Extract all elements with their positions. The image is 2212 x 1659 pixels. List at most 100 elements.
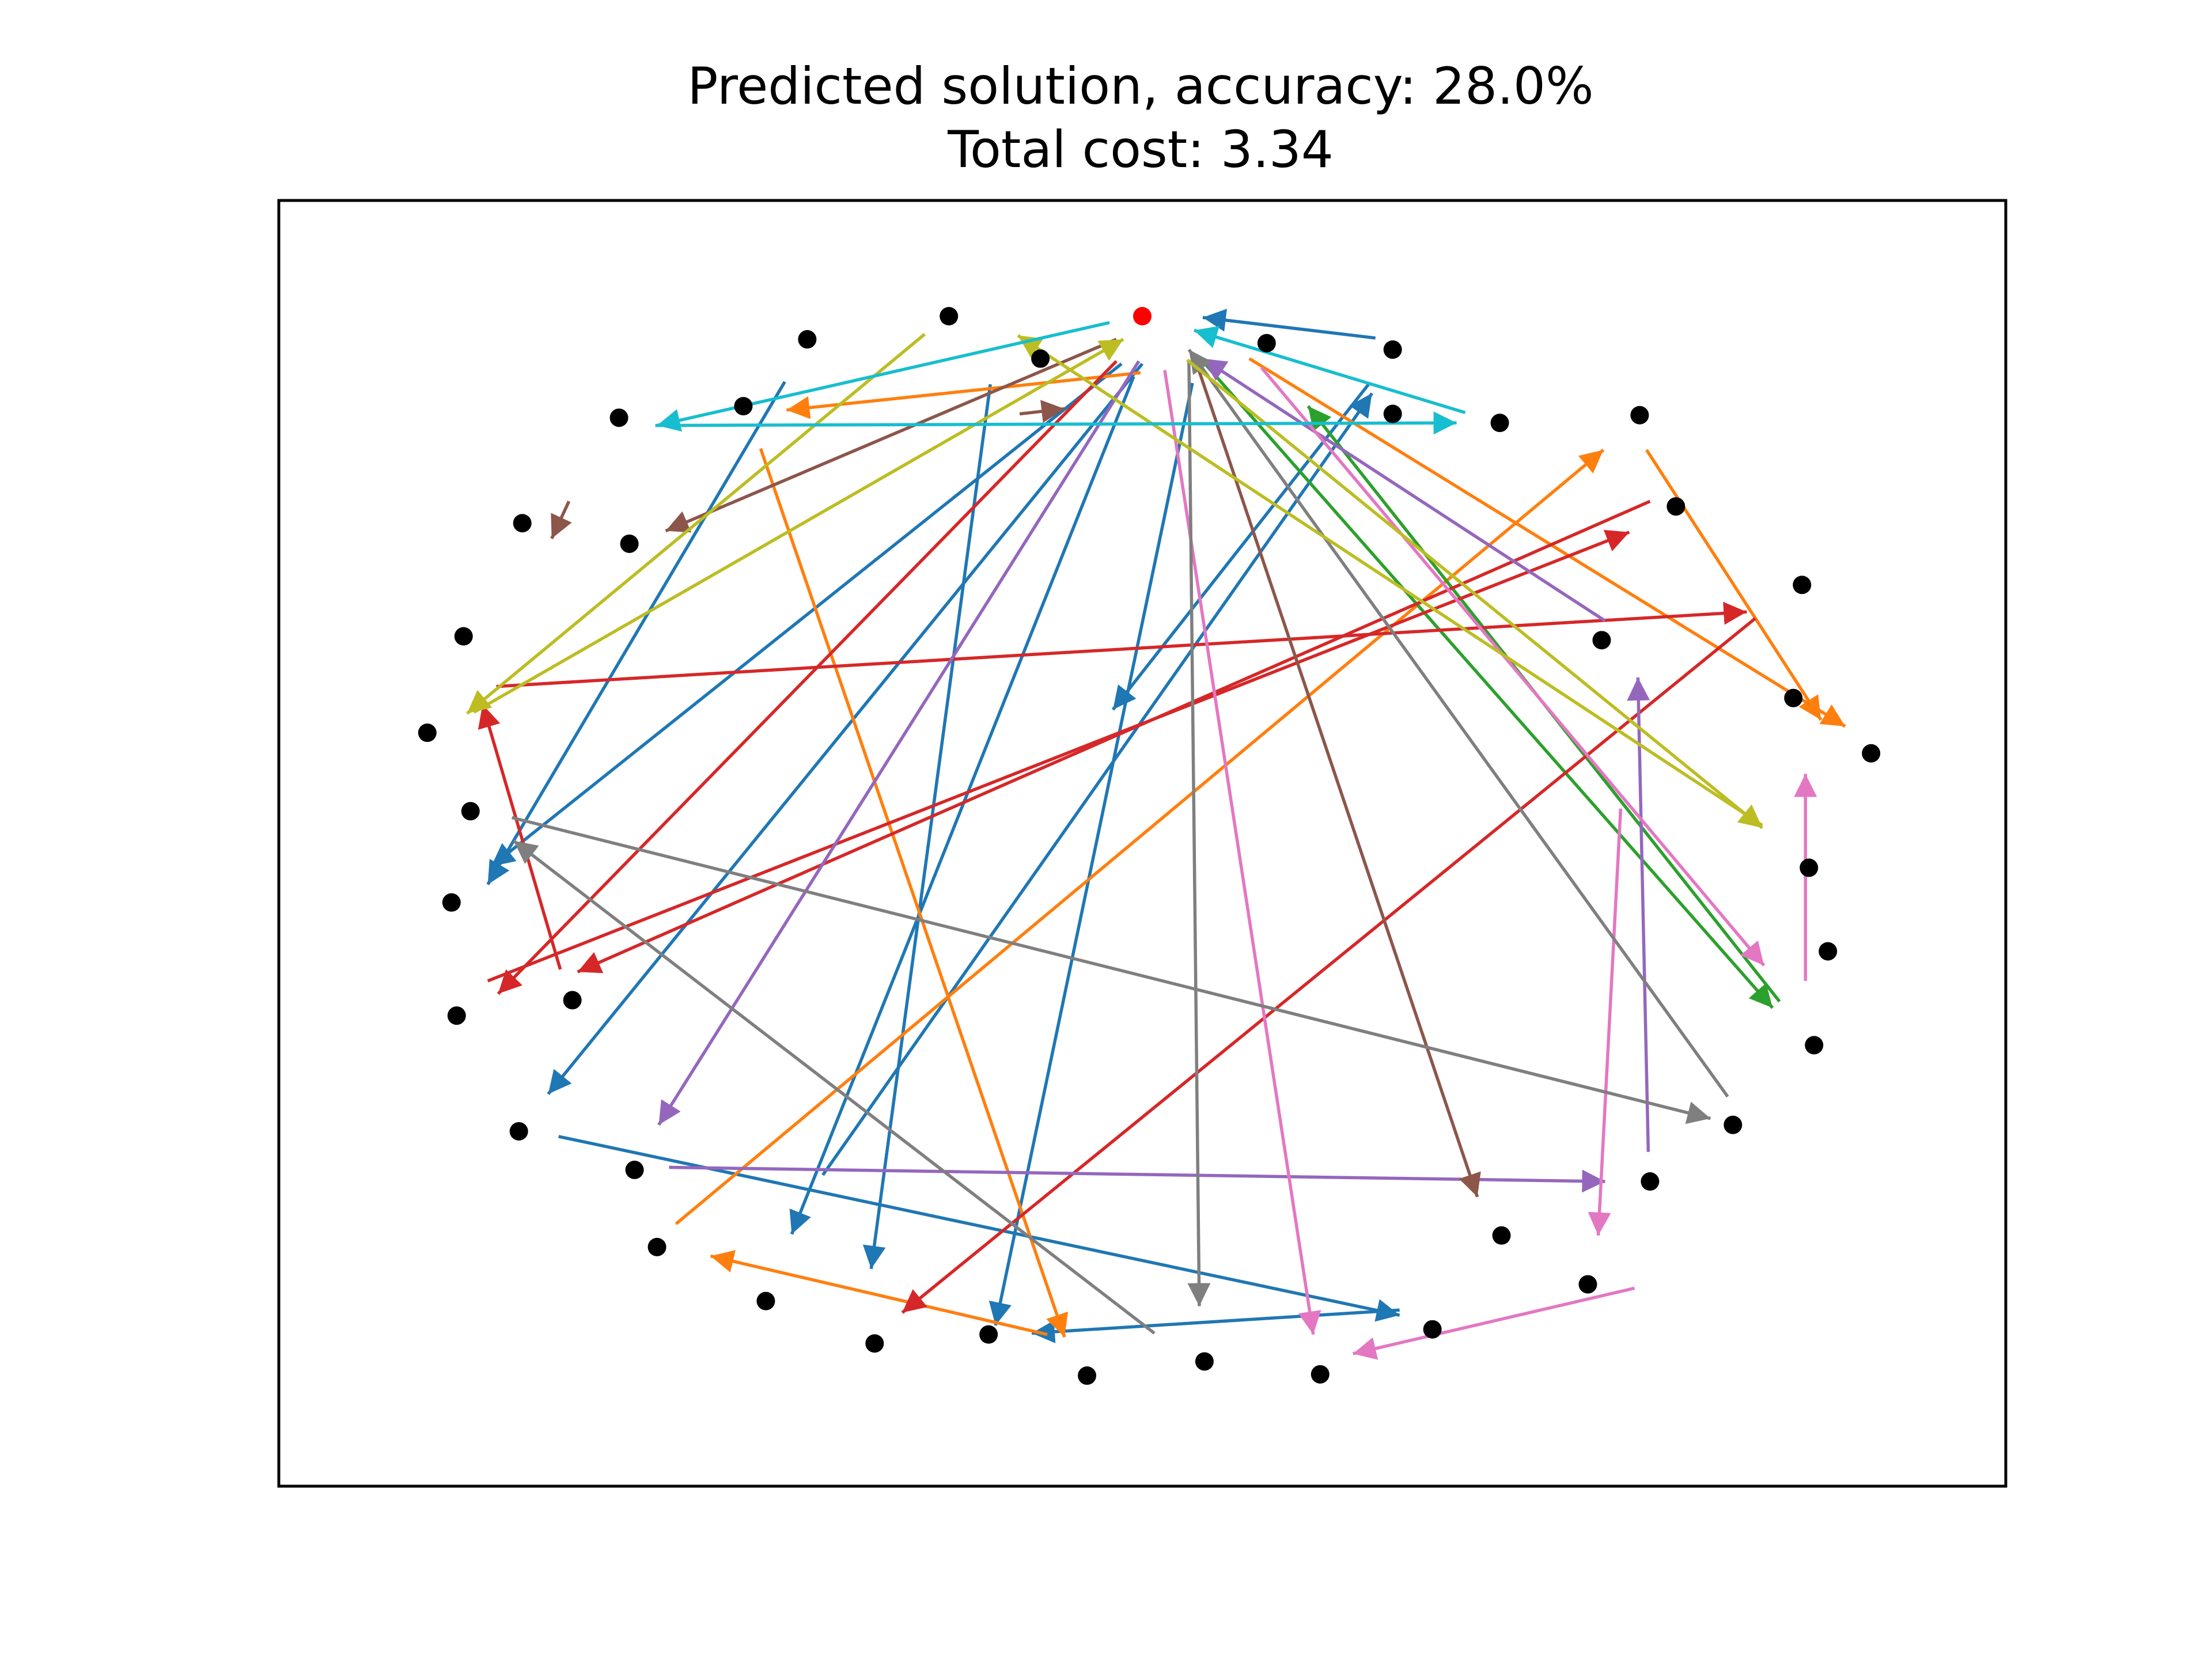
route-6 xyxy=(550,338,1481,1198)
node-point-2 xyxy=(798,330,817,349)
route-10-arrow-1 xyxy=(656,321,1110,432)
route-9-arrow-2 xyxy=(1017,334,1763,827)
route-10-arrow-2 xyxy=(655,411,1457,435)
route-2-arrow-5 xyxy=(1645,449,1823,721)
route-1-arrow-7 xyxy=(988,382,1194,1326)
route-2-arrow-2 xyxy=(759,448,1069,1338)
node-point-28 xyxy=(1819,942,1838,961)
node-point-31 xyxy=(1784,688,1803,707)
route-5-arrow-1 xyxy=(657,360,1141,1126)
node-point-20 xyxy=(1195,1352,1214,1371)
route-6-arrow-2 xyxy=(665,338,1118,533)
node-point-5 xyxy=(513,514,532,533)
route-4 xyxy=(478,360,1757,1314)
node-point-33 xyxy=(1793,575,1812,594)
node-point-40 xyxy=(1383,404,1402,423)
node-point-18 xyxy=(979,1325,998,1344)
route-9-arrow-4 xyxy=(473,338,1124,714)
route-8-arrow-3 xyxy=(512,816,1711,1124)
route-8-arrow-4 xyxy=(1187,349,1729,1098)
route-4-arrow-5 xyxy=(487,529,1630,983)
route-6-arrow-3 xyxy=(550,501,572,540)
route-7-arrow-3 xyxy=(1588,808,1623,1236)
node-point-32 xyxy=(1592,631,1611,650)
chart-subtitle: Total cost: 3.34 xyxy=(947,120,1334,179)
depot-node xyxy=(1133,306,1152,325)
node-point-26 xyxy=(1724,1115,1743,1134)
route-2-arrow-4 xyxy=(675,448,1605,1225)
node-point-25 xyxy=(1641,1172,1660,1191)
plot-frame xyxy=(277,199,2008,1488)
node-point-8 xyxy=(418,724,437,743)
node-point-11 xyxy=(447,1006,466,1025)
route-8 xyxy=(512,349,1729,1335)
route-4-arrow-2 xyxy=(478,704,562,970)
node-point-13 xyxy=(509,1122,528,1141)
node-point-10 xyxy=(442,893,461,912)
route-1-arrow-2 xyxy=(490,362,1123,868)
route-1-arrow-5 xyxy=(789,376,1135,1235)
route-4-arrow-4 xyxy=(901,617,1757,1314)
node-point-35 xyxy=(1630,406,1649,425)
route-5 xyxy=(657,357,1650,1193)
route-6-arrow-4 xyxy=(1019,400,1065,423)
route-9-arrow-3 xyxy=(466,333,926,715)
route-1-arrow-9 xyxy=(558,1135,1400,1322)
node-point-21 xyxy=(1310,1365,1330,1384)
route-3 xyxy=(1201,360,1781,1009)
route-1-arrow-6 xyxy=(862,384,992,1270)
route-edges xyxy=(466,308,1846,1360)
node-point-6 xyxy=(620,534,639,553)
route-5-arrow-3 xyxy=(1627,677,1650,1152)
route-1-arrow-8 xyxy=(1031,1308,1400,1343)
node-point-16 xyxy=(756,1291,775,1310)
route-2 xyxy=(675,357,1846,1338)
route-1-arrow-1 xyxy=(1202,308,1376,340)
route-1-arrow-3 xyxy=(547,362,1144,1095)
route-10-arrow-3 xyxy=(1194,325,1466,414)
node-point-36 xyxy=(1490,414,1509,433)
route-4-arrow-3 xyxy=(496,601,1747,688)
route-1-arrow-10 xyxy=(821,392,1373,1176)
node-point-14 xyxy=(625,1160,644,1179)
node-point-37 xyxy=(1383,340,1402,359)
node-point-38 xyxy=(1257,334,1276,353)
node-point-23 xyxy=(1578,1275,1597,1294)
route-4-arrow-1 xyxy=(497,360,1118,995)
route-9-arrow-1 xyxy=(1186,358,1764,830)
route-9 xyxy=(466,333,1764,830)
route-10 xyxy=(655,321,1466,435)
node-point-22 xyxy=(1423,1320,1442,1339)
route-6-arrow-1 xyxy=(1194,361,1481,1198)
route-2-arrow-3 xyxy=(710,1250,1048,1336)
route-5-arrow-2 xyxy=(669,1165,1605,1193)
route-8-arrow-2 xyxy=(513,839,1156,1335)
route-2-arrow-6 xyxy=(1248,357,1846,728)
chart-title: Predicted solution, accuracy: 28.0% xyxy=(687,56,1593,116)
route-7-arrow-5 xyxy=(1260,366,1766,967)
route-5-arrow-4 xyxy=(1202,357,1606,623)
route-7-arrow-2 xyxy=(1353,1286,1635,1360)
node-point-3 xyxy=(734,397,753,416)
node-point-7 xyxy=(454,627,473,646)
node-point-15 xyxy=(647,1237,666,1256)
node-point-4 xyxy=(609,408,628,427)
route-7 xyxy=(1163,366,1817,1360)
node-point-29 xyxy=(1800,858,1819,877)
node-point-12 xyxy=(563,991,582,1010)
depot-point xyxy=(1133,306,1152,325)
route-3-arrow-1 xyxy=(1201,360,1774,1009)
node-point-17 xyxy=(865,1334,884,1353)
route-1-arrow-11 xyxy=(486,381,786,885)
node-point-34 xyxy=(1666,497,1685,516)
route-1 xyxy=(486,308,1400,1343)
customer-nodes xyxy=(418,306,1881,1385)
route-8-arrow-1 xyxy=(1187,362,1211,1306)
node-point-39 xyxy=(1031,349,1050,368)
node-point-27 xyxy=(1805,1036,1824,1055)
node-point-30 xyxy=(1862,744,1881,763)
route-4-arrow-6 xyxy=(577,499,1651,974)
node-point-9 xyxy=(461,802,480,821)
node-point-24 xyxy=(1492,1226,1511,1245)
